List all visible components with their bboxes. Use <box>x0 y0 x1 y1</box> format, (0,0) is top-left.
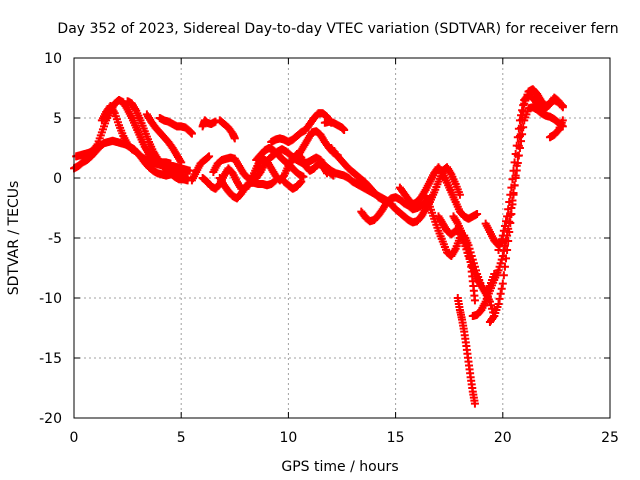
data-point <box>187 129 196 138</box>
data-point <box>511 150 520 158</box>
data-point <box>557 101 566 110</box>
data-point <box>463 244 472 253</box>
data-points <box>70 85 567 408</box>
series-arc25 <box>453 294 479 408</box>
series-arc30 <box>545 116 567 142</box>
y-tick-label: 10 <box>44 51 62 67</box>
data-point <box>299 172 308 181</box>
x-tick-label: 10 <box>279 430 297 446</box>
series-arc13 <box>252 144 308 181</box>
data-point <box>558 103 567 112</box>
data-point <box>465 253 474 262</box>
data-point <box>500 262 509 271</box>
data-point <box>506 219 515 227</box>
series-arc6 <box>155 114 196 138</box>
data-point <box>495 294 504 303</box>
data-point <box>230 134 239 143</box>
series-arc24 <box>449 212 479 305</box>
y-tick-label: -10 <box>39 291 62 307</box>
data-point <box>462 240 471 248</box>
series-arc15 <box>280 177 306 193</box>
series-arc21 <box>395 163 482 223</box>
data-point <box>166 159 175 168</box>
chart-title: Day 352 of 2023, Sidereal Day-to-day VTE… <box>57 21 618 37</box>
data-point <box>506 190 515 199</box>
data-point <box>508 175 517 184</box>
data-point <box>505 198 514 206</box>
data-point <box>296 178 305 187</box>
series-arc4 <box>123 97 192 185</box>
data-point <box>497 284 506 293</box>
series-arc8 <box>187 152 214 185</box>
y-tick-label: -15 <box>39 351 62 367</box>
data-point <box>502 254 511 263</box>
data-point <box>177 158 186 167</box>
data-point <box>519 101 528 110</box>
data-point <box>503 246 512 254</box>
data-point <box>504 237 513 245</box>
data-point <box>505 228 514 236</box>
data-point <box>517 111 526 120</box>
data-point <box>470 399 479 408</box>
series-arc12 <box>215 174 280 203</box>
data-point <box>499 226 508 235</box>
data-point <box>513 133 522 142</box>
series-arc20 <box>357 193 434 226</box>
x-tick-label: 0 <box>70 430 79 446</box>
data-point <box>515 116 524 125</box>
data-point <box>504 205 513 214</box>
data-point <box>205 152 214 161</box>
data-point <box>507 210 516 218</box>
x-tick-label: 5 <box>177 430 186 446</box>
x-tick-label: 20 <box>494 430 512 446</box>
data-point <box>470 296 479 305</box>
x-axis-label: GPS time / hours <box>281 459 398 475</box>
data-point <box>514 124 523 133</box>
data-point <box>489 313 498 322</box>
data-point <box>455 190 464 199</box>
series-arc29 <box>494 91 567 254</box>
data-point <box>499 271 508 280</box>
data-point <box>503 212 512 221</box>
plot-frame <box>73 57 611 419</box>
y-axis-label: SDTVAR / TECUs <box>6 181 22 296</box>
data-point <box>518 106 527 115</box>
data-point <box>297 177 306 186</box>
data-point <box>500 222 509 230</box>
data-point <box>498 279 507 288</box>
series-arc17 <box>320 117 349 134</box>
x-tick-label: 25 <box>601 430 619 446</box>
data-point <box>185 166 194 175</box>
data-point <box>271 176 280 185</box>
y-tick-label: -5 <box>48 231 62 247</box>
data-point <box>498 231 507 240</box>
data-point <box>510 158 519 167</box>
series-arc9 <box>215 116 239 143</box>
data-point <box>494 300 503 308</box>
y-tick-label: -20 <box>39 411 62 427</box>
data-point <box>502 217 511 226</box>
y-tick-label: 5 <box>53 111 62 127</box>
data-point <box>512 141 521 150</box>
series-arc14 <box>267 109 336 146</box>
data-point <box>92 141 101 150</box>
data-point <box>340 126 349 134</box>
series-arc5 <box>142 110 186 167</box>
data-point <box>496 289 505 298</box>
y-tick-label: 0 <box>53 171 62 187</box>
data-point <box>507 183 516 192</box>
data-point <box>558 116 567 125</box>
x-tick-label: 15 <box>387 430 405 446</box>
data-point <box>464 249 473 257</box>
data-point <box>509 166 518 175</box>
data-point <box>473 210 482 218</box>
